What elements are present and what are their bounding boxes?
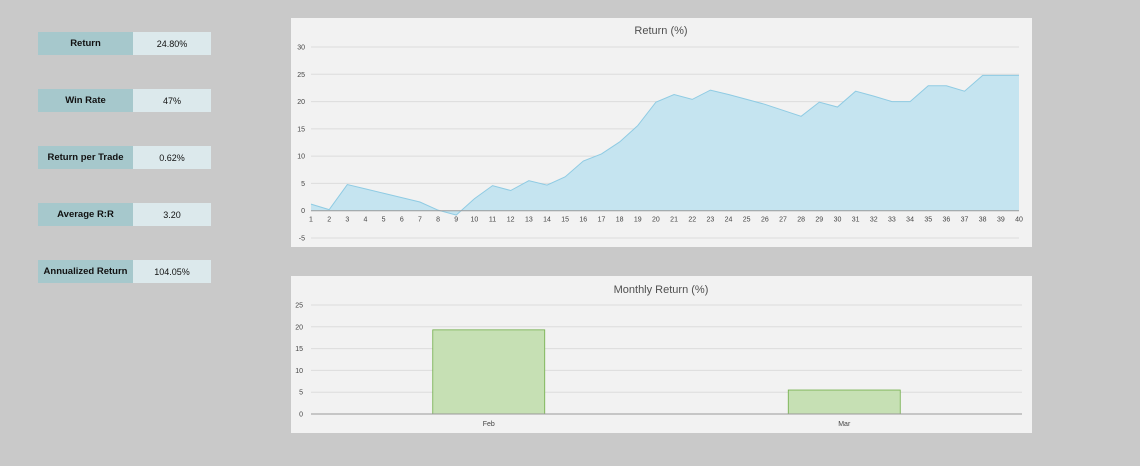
x-tick-label: 33 [888,217,896,224]
stat-value: 0.62% [133,146,211,169]
x-tick-label: 24 [725,217,733,224]
stat-annualized-return: Annualized Return 104.05% [38,260,211,283]
x-tick-label: 6 [400,217,404,224]
stat-value: 24.80% [133,32,211,55]
y-tick-label: 15 [295,346,303,353]
x-tick-label: 25 [743,217,751,224]
x-tick-label: 12 [507,217,515,224]
x-tick-label: 35 [924,217,932,224]
y-tick-label: 5 [301,181,305,188]
y-tick-label: 0 [301,208,305,215]
stat-value: 104.05% [133,260,211,283]
x-tick-label: 26 [761,217,769,224]
x-tick-label: 19 [634,217,642,224]
x-tick-label: 11 [489,217,496,224]
stat-label: Average R:R [38,203,133,226]
x-tick-label: 20 [652,217,660,224]
stat-label: Annualized Return [38,260,133,283]
x-tick-label: 8 [436,217,440,224]
x-tick-label: 31 [852,217,860,224]
y-tick-label: 15 [297,126,305,133]
x-tick-label: 27 [779,217,787,224]
stat-average-rr: Average R:R 3.20 [38,203,211,226]
x-tick-label: 5 [382,217,386,224]
x-tick-label: 30 [834,217,842,224]
return-line [310,74,1019,216]
x-tick-label: 16 [579,217,587,224]
y-tick-label: 30 [297,45,305,52]
x-tick-label: 13 [525,217,533,224]
stat-value: 47% [133,89,211,112]
monthly-bar-chart: Monthly Return (%) 0 5 10 15 20 25 Feb Mar [295,284,1022,428]
x-tick-label: 28 [797,217,805,224]
monthly-chart-panel: Monthly Return (%) 0 5 10 15 20 25 Feb Mar [291,276,1032,433]
x-tick-label: 23 [706,217,714,224]
x-tick-label: 17 [598,217,606,224]
x-tick-label: 10 [470,217,478,224]
y-tick-label: 5 [299,390,303,397]
y-tick-label: 20 [295,324,303,331]
y-tick-label: -5 [299,236,305,243]
x-tick-label: 3 [345,217,349,224]
stat-label: Win Rate [38,89,133,112]
x-tick-label: 14 [543,217,551,224]
stat-label: Return per Trade [38,146,133,169]
x-tick-label: Feb [483,421,495,428]
return-chart-title: Return (%) [634,25,687,37]
x-tick-label: 7 [418,217,422,224]
x-tick-label: 29 [815,217,823,224]
x-tick-label: 2 [327,217,331,224]
y-tick-label: 20 [297,99,305,106]
x-tick-label: 9 [454,217,458,224]
x-tick-label: Mar [838,421,851,428]
x-tick-label: 40 [1015,217,1023,224]
x-tick-label: 22 [688,217,696,224]
bar-mar [787,389,901,415]
stat-value: 3.20 [133,203,211,226]
x-tick-label: 37 [961,217,969,224]
x-tick-label: 1 [309,217,313,224]
x-tick-label: 36 [942,217,950,224]
x-tick-label: 39 [997,217,1005,224]
x-tick-label: 38 [979,217,987,224]
y-tick-label: 0 [299,412,303,419]
stat-label: Return [38,32,133,55]
y-tick-label: 25 [295,303,303,310]
y-tick-label: 25 [297,72,305,79]
return-area [311,75,1019,216]
x-tick-label: 18 [616,217,624,224]
stat-win-rate: Win Rate 47% [38,89,211,112]
stat-return-per-trade: Return per Trade 0.62% [38,146,211,169]
return-chart-panel: Return (%) -5 0 5 10 15 20 25 30 1 2 3 4 5 6 7 8 9 10 11 1… [291,18,1032,247]
monthly-chart-title: Monthly Return (%) [614,284,709,296]
y-tick-label: 10 [297,154,305,161]
x-tick-label: 34 [906,217,914,224]
y-tick-label: 10 [295,368,303,375]
x-tick-label: 15 [561,217,569,224]
x-tick-label: 21 [670,217,678,224]
bar-feb [432,329,546,415]
x-tick-label: 4 [364,217,368,224]
x-tick-label: 32 [870,217,878,224]
stat-return: Return 24.80% [38,32,211,55]
